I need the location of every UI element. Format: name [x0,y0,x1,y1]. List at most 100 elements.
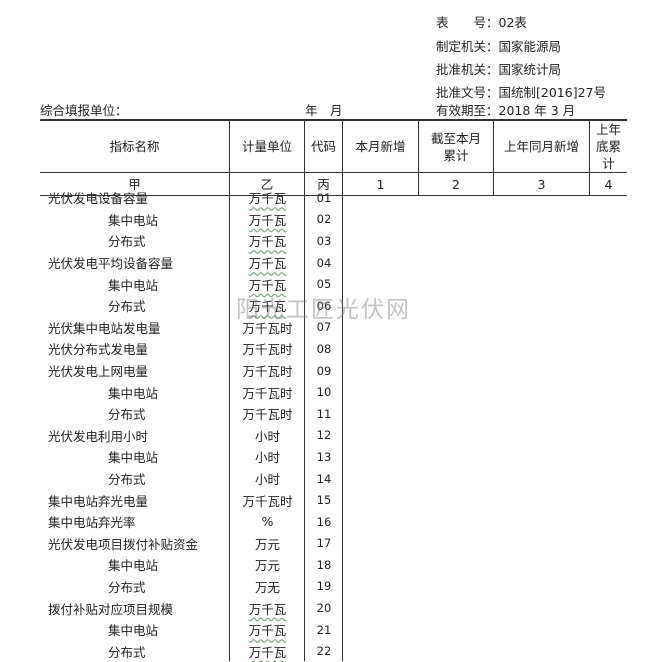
measurement-unit: 万千瓦 [248,212,287,228]
indicator-name: 拨付补贴对应项目规模 [48,601,174,617]
form-number: 表 号：02表 [436,15,527,30]
measurement-unit: 万千瓦时 [242,320,293,336]
unit-cell: % [230,514,305,529]
table-row: 集中电站弃光电量 万千瓦时 15 [40,489,343,511]
row-code: 02 [316,212,332,227]
table-row: 分布式 万千瓦时 11 [40,403,343,425]
indicator-name: 光伏发电平均设备容量 [48,256,174,272]
table-row: 光伏分布式发电量 万千瓦时 08 [40,338,343,360]
unit-cell: 万千瓦 [230,296,305,315]
measurement-unit: 万无 [254,579,280,595]
table-row: 分布式 万千瓦 22 [40,640,343,662]
measurement-unit: 万元 [254,558,280,574]
measurement-unit: 万千瓦 [248,299,287,315]
table-row: 分布式 万无 19 [40,576,343,598]
unit-cell: 万千瓦 [230,188,305,207]
form-table-body: 光伏发电设备容量 万千瓦 01 集中电站 万千瓦 02 分布式 万千瓦 03 光伏发电平均设备容量… [40,187,343,662]
unit-cell: 万千瓦 [230,620,305,639]
unit-cell: 万千瓦 [230,599,305,618]
row-code: 16 [316,514,332,529]
unit-cell: 万元 [230,555,305,574]
unit-cell: 万千瓦 [230,642,305,661]
row-code: 07 [316,320,332,335]
unit-cell: 万千瓦时 [230,361,305,380]
indicator-name: 集中电站 [108,212,159,228]
row-code: 14 [316,471,332,486]
issuing-authority: 制定机关：国家能源局 [436,39,562,54]
column-divider [304,187,305,661]
index-cell: 3 [493,172,590,196]
measurement-unit: 万千瓦 [248,256,287,272]
indicator-name: 光伏分布式发电量 [48,342,149,358]
indicator-name: 光伏发电上网电量 [48,364,149,380]
header-cell: 截至本月累计 [418,119,494,173]
index-cell: 4 [589,172,627,196]
table-row: 集中电站 万千瓦时 10 [40,381,343,403]
row-code: 20 [316,601,332,616]
indicator-name: 集中电站 [108,558,159,574]
table-row: 光伏发电平均设备容量 万千瓦 04 [40,252,343,274]
measurement-unit: % [261,514,274,530]
measurement-unit: 小时 [254,472,280,488]
indicator-name: 集中电站 [108,385,159,401]
row-code: 06 [316,298,332,313]
unit-cell: 万千瓦 [230,231,305,250]
approval-number: 批准文号：国统制[2016]27号 [436,85,606,100]
unit-cell: 万千瓦时 [230,491,305,510]
row-code: 21 [316,622,332,637]
measurement-unit: 万千瓦 [248,191,287,207]
table-row: 分布式 小时 14 [40,468,343,490]
valid-until: 有效期至：2018 年 3 月 [436,103,576,118]
header-cell: 本月新增 [342,119,419,173]
row-code: 13 [316,449,332,464]
table-row: 光伏发电上网电量 万千瓦时 09 [40,360,343,382]
unit-cell: 万千瓦 [230,210,305,229]
header-cell: 指标名称 [40,119,230,173]
table-row: 分布式 万千瓦 06 [40,295,343,317]
unit-cell: 万千瓦时 [230,383,305,402]
unit-cell: 万千瓦 [230,253,305,272]
measurement-unit: 万千瓦 [248,623,287,639]
indicator-name: 分布式 [108,579,146,595]
form-table-header: 指标名称 计量单位 代码 本月新增 截至本月累计 上年同月新增 上年底累计 甲 … [40,119,627,196]
measurement-unit: 万千瓦 [248,234,287,250]
table-row: 分布式 万千瓦 03 [40,230,343,252]
measurement-unit: 万千瓦时 [242,385,293,401]
indicator-name: 集中电站 [108,277,159,293]
unit-cell: 万无 [230,577,305,596]
indicator-name: 分布式 [108,644,146,660]
measurement-unit: 万千瓦 [248,644,287,660]
row-code: 09 [316,363,332,378]
index-cell: 甲 [40,172,230,196]
table-row: 拨付补贴对应项目规模 万千瓦 20 [40,597,343,619]
unit-cell: 万千瓦时 [230,318,305,337]
measurement-unit: 小时 [254,428,280,444]
indicator-name: 集中电站 [108,623,159,639]
header-cell: 代码 [304,119,343,173]
table-row: 光伏发电设备容量 万千瓦 01 [40,187,343,209]
measurement-unit: 万千瓦 [248,277,287,293]
row-code: 05 [316,277,332,292]
indicator-name: 光伏发电利用小时 [48,428,149,444]
row-code: 01 [316,190,332,205]
unit-cell: 小时 [230,447,305,466]
unit-cell: 小时 [230,469,305,488]
indicator-name: 分布式 [108,472,146,488]
approving-authority: 批准机关：国家统计局 [436,62,562,77]
indicator-name: 分布式 [108,407,146,423]
row-code: 08 [316,341,332,356]
column-divider [229,187,230,661]
row-code: 22 [316,644,332,659]
unit-cell: 万千瓦时 [230,339,305,358]
header-cell: 计量单位 [229,119,305,173]
table-row: 集中电站弃光率% 16 [40,511,343,533]
header-cell: 上年底累计 [589,119,627,173]
measurement-unit: 万千瓦时 [242,364,293,380]
unit-cell: 万元 [230,534,305,553]
row-code: 18 [316,557,332,572]
row-code: 12 [316,428,332,443]
filler-unit-label: 综合填报单位： [40,103,128,118]
row-code: 10 [316,385,332,400]
indicator-name: 分布式 [108,299,146,315]
column-divider [342,187,343,661]
